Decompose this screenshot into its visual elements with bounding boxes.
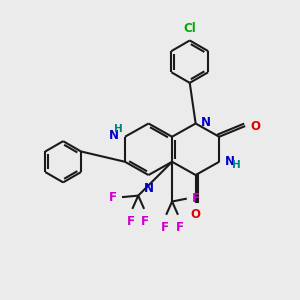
Text: F: F (127, 215, 135, 228)
Text: F: F (109, 190, 117, 204)
Text: H: H (114, 124, 123, 134)
Text: N: N (109, 129, 119, 142)
Text: N: N (143, 182, 154, 194)
Text: H: H (232, 160, 240, 170)
Text: F: F (192, 192, 200, 205)
Text: O: O (190, 208, 201, 221)
Text: N: N (224, 155, 235, 168)
Text: N: N (201, 116, 211, 128)
Text: F: F (141, 215, 149, 228)
Text: F: F (176, 221, 183, 234)
Text: O: O (251, 120, 261, 133)
Text: Cl: Cl (183, 22, 196, 35)
Text: F: F (161, 221, 169, 234)
